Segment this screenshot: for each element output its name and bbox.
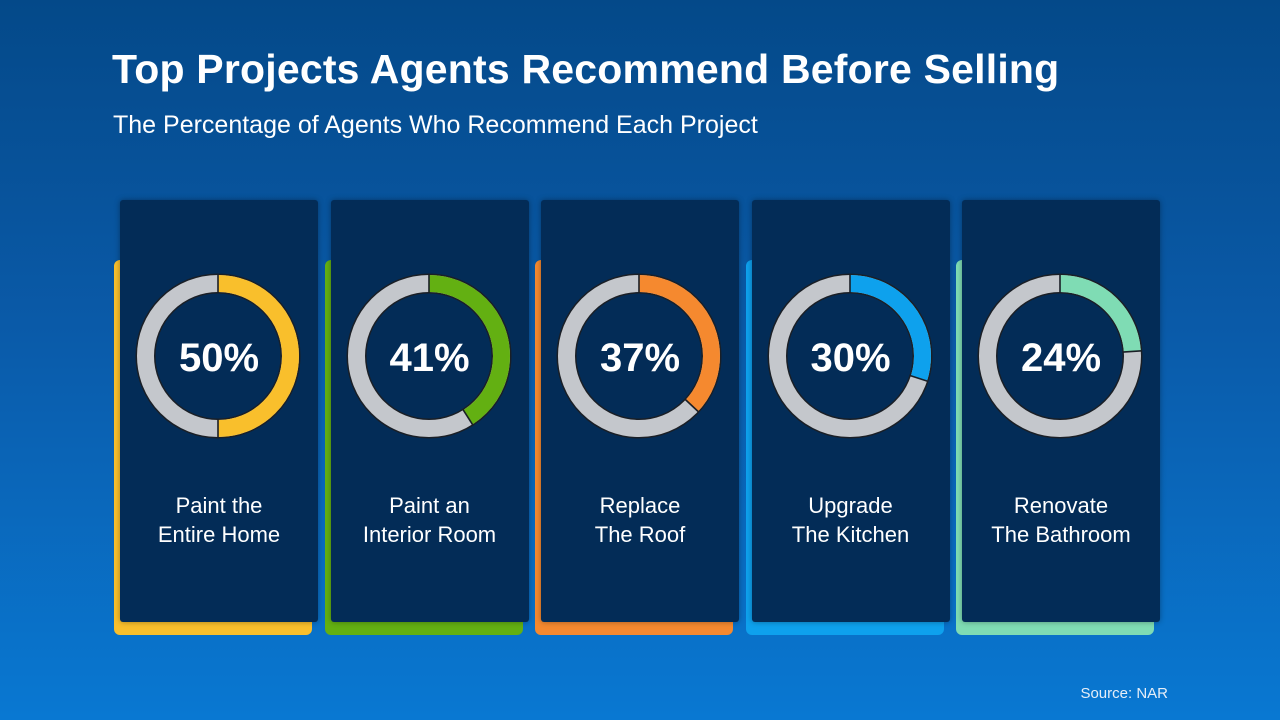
percent-value: 50% xyxy=(178,336,260,380)
project-label: Upgrade The Kitchen xyxy=(752,491,950,549)
project-card: 37% Replace The Roof xyxy=(535,200,739,635)
card-panel xyxy=(541,200,739,622)
donut-chart xyxy=(977,273,1143,439)
project-card: 50% Paint the Entire Home xyxy=(114,200,318,635)
percent-value: 41% xyxy=(389,336,470,380)
project-label-line2: Entire Home xyxy=(157,522,281,547)
percent-value: 37% xyxy=(599,336,681,380)
card-panel xyxy=(751,200,950,622)
project-label-line2: The Roof xyxy=(594,522,686,547)
project-label-line2: The Bathroom xyxy=(991,522,1131,547)
project-label: Paint an Interior Room xyxy=(331,491,529,549)
page-subtitle: The Percentage of Agents Who Recommend E… xyxy=(113,111,758,139)
donut-end-tick xyxy=(909,374,928,383)
donut-chart xyxy=(135,273,301,439)
project-label-line2: Interior Room xyxy=(362,522,497,547)
donut-end-tick xyxy=(461,408,474,426)
donut-end-tick xyxy=(1122,350,1142,353)
source-note: Source: NAR xyxy=(1080,685,1168,702)
project-label: Replace The Roof xyxy=(541,491,739,549)
donut-chart xyxy=(767,273,932,439)
page-title: Top Projects Agents Recommend Before Sel… xyxy=(112,46,1060,92)
project-label: Renovate The Bathroom xyxy=(962,491,1160,549)
card-panel xyxy=(330,200,529,622)
project-label-line1: Upgrade xyxy=(808,493,893,518)
donut-chart xyxy=(346,273,511,439)
project-label-line2: The Kitchen xyxy=(791,522,910,547)
project-label: Paint the Entire Home xyxy=(120,491,318,549)
card-panel xyxy=(962,200,1160,622)
project-card: 30% Upgrade The Kitchen xyxy=(745,200,950,635)
percent-value: 24% xyxy=(1020,336,1102,380)
project-card: 41% Paint an Interior Room xyxy=(324,200,529,635)
donut-end-tick xyxy=(684,398,700,413)
donut-chart xyxy=(556,273,722,439)
project-label-line1: Renovate xyxy=(1013,493,1109,518)
project-label-line1: Paint an xyxy=(389,493,470,518)
project-card: 24% Renovate The Bathroom xyxy=(956,200,1160,635)
project-label-line1: Replace xyxy=(599,493,681,518)
project-label-line1: Paint the xyxy=(175,493,263,518)
card-panel xyxy=(120,200,318,622)
percent-value: 30% xyxy=(810,336,891,380)
